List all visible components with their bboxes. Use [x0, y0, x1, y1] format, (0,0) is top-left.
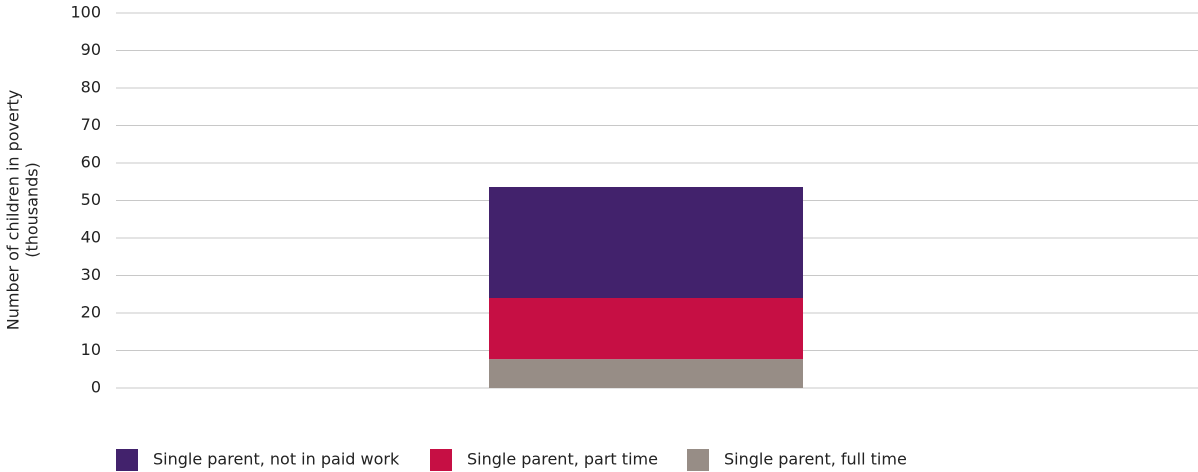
- bar-segment: [489, 359, 803, 388]
- bar-segment: [489, 187, 803, 298]
- y-axis-label: (thousands): [23, 162, 42, 258]
- y-tick-label: 30: [81, 265, 101, 284]
- legend-swatch: [430, 449, 452, 471]
- y-tick-label: 90: [81, 40, 101, 59]
- y-tick-label: 0: [91, 378, 101, 397]
- y-tick-label: 70: [81, 115, 101, 134]
- y-tick-label: 60: [81, 153, 101, 172]
- y-tick-label: 50: [81, 190, 101, 209]
- y-tick-label: 40: [81, 228, 101, 247]
- y-tick-label: 80: [81, 78, 101, 97]
- bar-segment: [489, 298, 803, 360]
- legend-swatch: [687, 449, 709, 471]
- y-tick-label: 100: [70, 3, 101, 22]
- legend-label: Single parent, part time: [467, 450, 658, 469]
- y-tick-label: 20: [81, 303, 101, 322]
- y-tick-label: 10: [81, 340, 101, 359]
- y-axis-label: Number of children in poverty: [4, 90, 23, 330]
- legend-label: Single parent, full time: [724, 450, 907, 469]
- legend-label: Single parent, not in paid work: [153, 450, 400, 469]
- legend-swatch: [116, 449, 138, 471]
